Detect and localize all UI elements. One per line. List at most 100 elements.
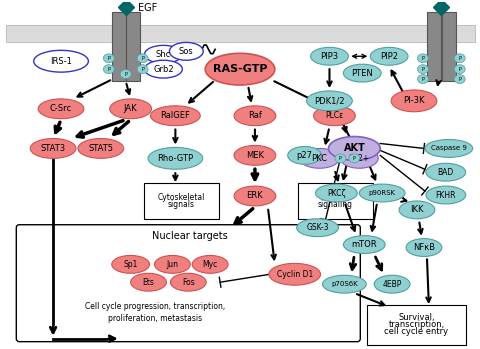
- FancyBboxPatch shape: [143, 183, 219, 219]
- Text: cell cycle entry: cell cycle entry: [384, 327, 448, 336]
- FancyBboxPatch shape: [297, 183, 372, 219]
- Text: Ca2+: Ca2+: [348, 154, 369, 163]
- FancyBboxPatch shape: [16, 225, 360, 342]
- Ellipse shape: [144, 60, 182, 78]
- Text: RalGEF: RalGEF: [160, 111, 190, 120]
- Ellipse shape: [109, 99, 151, 119]
- Text: Raf: Raf: [248, 111, 261, 120]
- Ellipse shape: [453, 54, 464, 63]
- Ellipse shape: [425, 163, 465, 181]
- Ellipse shape: [148, 147, 202, 169]
- Ellipse shape: [425, 186, 465, 204]
- Text: IRS-1: IRS-1: [50, 57, 72, 66]
- Ellipse shape: [340, 148, 377, 168]
- Ellipse shape: [34, 50, 88, 72]
- FancyBboxPatch shape: [111, 12, 125, 81]
- Ellipse shape: [78, 139, 123, 158]
- Text: MEK: MEK: [245, 151, 264, 160]
- Ellipse shape: [103, 65, 114, 74]
- Ellipse shape: [234, 146, 275, 165]
- Ellipse shape: [306, 91, 352, 111]
- Text: Nuclear targets: Nuclear targets: [152, 231, 228, 240]
- Text: p90RSK: p90RSK: [368, 190, 395, 196]
- Text: AKT: AKT: [343, 143, 364, 154]
- Text: Shc: Shc: [156, 50, 171, 59]
- Ellipse shape: [398, 201, 434, 219]
- Text: STAT3: STAT3: [40, 144, 65, 153]
- Ellipse shape: [405, 239, 441, 257]
- Text: P: P: [420, 76, 423, 82]
- Text: ERK: ERK: [246, 192, 263, 200]
- Text: Ets: Ets: [142, 278, 154, 287]
- Ellipse shape: [322, 275, 365, 293]
- Text: mTOR: mTOR: [351, 240, 376, 249]
- Text: p27: p27: [296, 151, 312, 160]
- Text: PTEN: PTEN: [351, 69, 372, 77]
- Ellipse shape: [137, 54, 148, 63]
- Ellipse shape: [417, 54, 428, 63]
- Text: P: P: [141, 67, 144, 72]
- Text: Rho-GTP: Rho-GTP: [157, 154, 193, 163]
- Text: P: P: [420, 56, 423, 61]
- Ellipse shape: [103, 54, 114, 63]
- Ellipse shape: [453, 75, 464, 83]
- Text: proliferation, metastasis: proliferation, metastasis: [108, 314, 202, 324]
- Text: signals: signals: [168, 200, 194, 209]
- Text: Caspase 9: Caspase 9: [430, 146, 466, 151]
- Ellipse shape: [170, 273, 206, 291]
- Ellipse shape: [417, 65, 428, 74]
- Ellipse shape: [287, 147, 321, 164]
- Text: Myc: Myc: [202, 260, 217, 269]
- Ellipse shape: [137, 65, 148, 74]
- Text: Cytoskeletal: Cytoskeletal: [157, 193, 204, 202]
- Text: signaling: signaling: [317, 200, 352, 209]
- Text: Survival,: Survival,: [397, 313, 434, 322]
- Text: Calcium: Calcium: [319, 193, 350, 202]
- Ellipse shape: [390, 90, 436, 112]
- Text: P: P: [107, 56, 110, 61]
- Text: P: P: [352, 156, 355, 161]
- Text: STAT5: STAT5: [88, 144, 113, 153]
- Text: transcription,: transcription,: [387, 320, 444, 329]
- FancyBboxPatch shape: [6, 24, 474, 42]
- Text: GSK-3: GSK-3: [306, 223, 328, 232]
- Ellipse shape: [343, 236, 384, 253]
- Ellipse shape: [359, 184, 404, 202]
- Text: Sp1: Sp1: [123, 260, 138, 269]
- Ellipse shape: [296, 219, 338, 237]
- Text: PIP2: PIP2: [379, 52, 397, 61]
- Ellipse shape: [424, 140, 472, 157]
- Text: C-Src: C-Src: [50, 104, 72, 113]
- Ellipse shape: [131, 273, 166, 291]
- Ellipse shape: [348, 154, 359, 163]
- Ellipse shape: [299, 148, 339, 168]
- Text: P: P: [141, 56, 144, 61]
- Text: P: P: [338, 156, 341, 161]
- FancyBboxPatch shape: [367, 305, 465, 345]
- Text: PKCζ: PKCζ: [326, 188, 345, 198]
- Text: IKK: IKK: [409, 205, 423, 214]
- Text: Sos: Sos: [179, 47, 193, 56]
- FancyBboxPatch shape: [125, 12, 139, 81]
- Ellipse shape: [120, 70, 131, 79]
- Ellipse shape: [343, 64, 380, 82]
- Ellipse shape: [192, 255, 228, 273]
- Text: PIP3: PIP3: [320, 52, 338, 61]
- Ellipse shape: [310, 47, 348, 65]
- Text: P: P: [457, 67, 460, 72]
- Text: Cyclin D1: Cyclin D1: [276, 270, 312, 279]
- Text: P: P: [107, 67, 110, 72]
- Text: PKC: PKC: [311, 154, 327, 163]
- Text: BAD: BAD: [437, 168, 453, 177]
- Text: p70S6K: p70S6K: [330, 281, 357, 287]
- Ellipse shape: [144, 45, 182, 63]
- Ellipse shape: [328, 136, 379, 160]
- Text: PDK1/2: PDK1/2: [313, 96, 344, 105]
- Ellipse shape: [154, 255, 190, 273]
- Ellipse shape: [38, 99, 84, 119]
- Ellipse shape: [234, 186, 275, 206]
- Text: Fos: Fos: [181, 278, 194, 287]
- Text: Cell cycle progression, transcription,: Cell cycle progression, transcription,: [85, 303, 225, 311]
- Ellipse shape: [111, 255, 149, 273]
- Ellipse shape: [234, 106, 275, 126]
